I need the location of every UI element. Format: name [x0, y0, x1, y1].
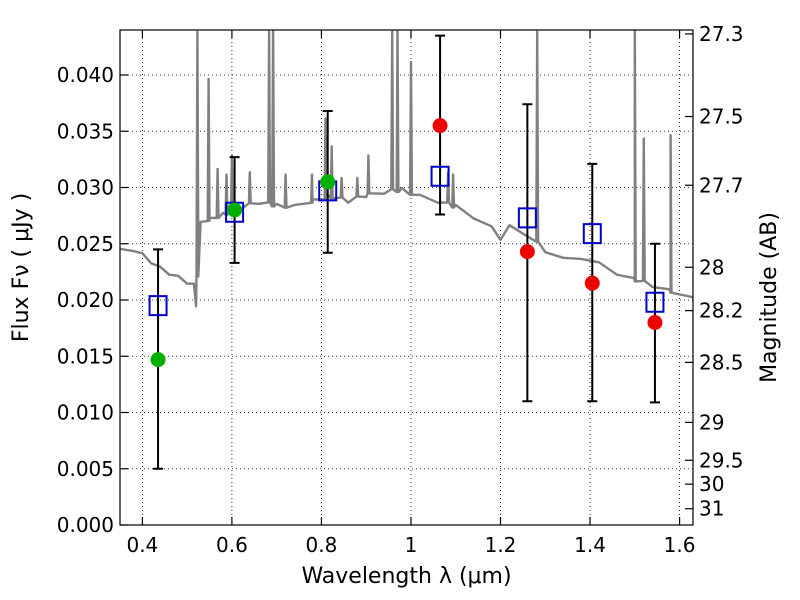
- mag-tick-label: 30: [699, 472, 724, 496]
- mag-tick-label: 27.3: [699, 22, 744, 46]
- y-tick-label: 0.015: [57, 344, 114, 368]
- y-axis-title: Flux Fν ( μJy ): [9, 193, 34, 342]
- mag-tick-label: 27.5: [699, 105, 744, 129]
- green-point-marker: [320, 174, 336, 190]
- mag-tick-label: 31: [699, 497, 724, 521]
- x-axis-title: Wavelength λ (μm): [301, 564, 511, 589]
- green-point-marker: [227, 202, 243, 218]
- x-tick-label: 0.8: [306, 533, 338, 557]
- model-square-marker: [430, 165, 450, 187]
- plot-frame: [119, 29, 694, 526]
- y-tick-label: 0.030: [57, 176, 114, 200]
- mag-tick-label: 28.5: [699, 350, 744, 374]
- error-bars: [153, 34, 660, 470]
- y-tick-label: 0.035: [57, 119, 114, 143]
- green-point-marker: [150, 352, 166, 368]
- model-square-marker: [517, 207, 537, 229]
- y-tick-label: 0.040: [57, 63, 114, 87]
- tick-labels: 0.4 0.6 0.8 1 1.2 1.4 1.6 0.000 0.005 0.010 0.015 0…: [57, 22, 744, 557]
- y-tick-label: 0.025: [57, 232, 114, 256]
- red-point-marker: [519, 244, 535, 260]
- x-tick-label: 1.4: [574, 533, 606, 557]
- mag-tick-label: 28: [699, 255, 724, 279]
- x-tick-label: 1.2: [485, 533, 517, 557]
- red-point-marker: [432, 118, 448, 134]
- y-tick-label: 0.020: [57, 288, 114, 312]
- y-tick-label: 0.010: [57, 401, 114, 425]
- x-tick-label: 1.6: [664, 533, 696, 557]
- model-square-marker: [645, 291, 665, 313]
- y-tick-label: 0.000: [57, 513, 114, 537]
- mag-tick-label: 27.7: [699, 173, 744, 197]
- data-points: [148, 118, 665, 368]
- ticks: [120, 30, 693, 526]
- red-point-marker: [647, 315, 663, 330]
- model-square-marker: [148, 295, 168, 317]
- x-tick-label: 0.4: [126, 533, 158, 557]
- mag-tick-label: 29: [699, 410, 724, 434]
- mag-tick-label: 29.5: [699, 448, 744, 472]
- spectrum-line: [120, 30, 693, 308]
- x-tick-label: 0.6: [216, 533, 248, 557]
- grid: [120, 30, 693, 525]
- spectrum-layer: [120, 30, 693, 308]
- red-point-marker: [584, 275, 600, 291]
- model-square-marker: [582, 223, 602, 245]
- x-tick-label: 1: [405, 533, 418, 557]
- y2-axis-title: Magnitude (AB): [757, 212, 782, 383]
- mag-tick-label: 28.2: [699, 299, 744, 323]
- y-tick-label: 0.005: [57, 457, 114, 481]
